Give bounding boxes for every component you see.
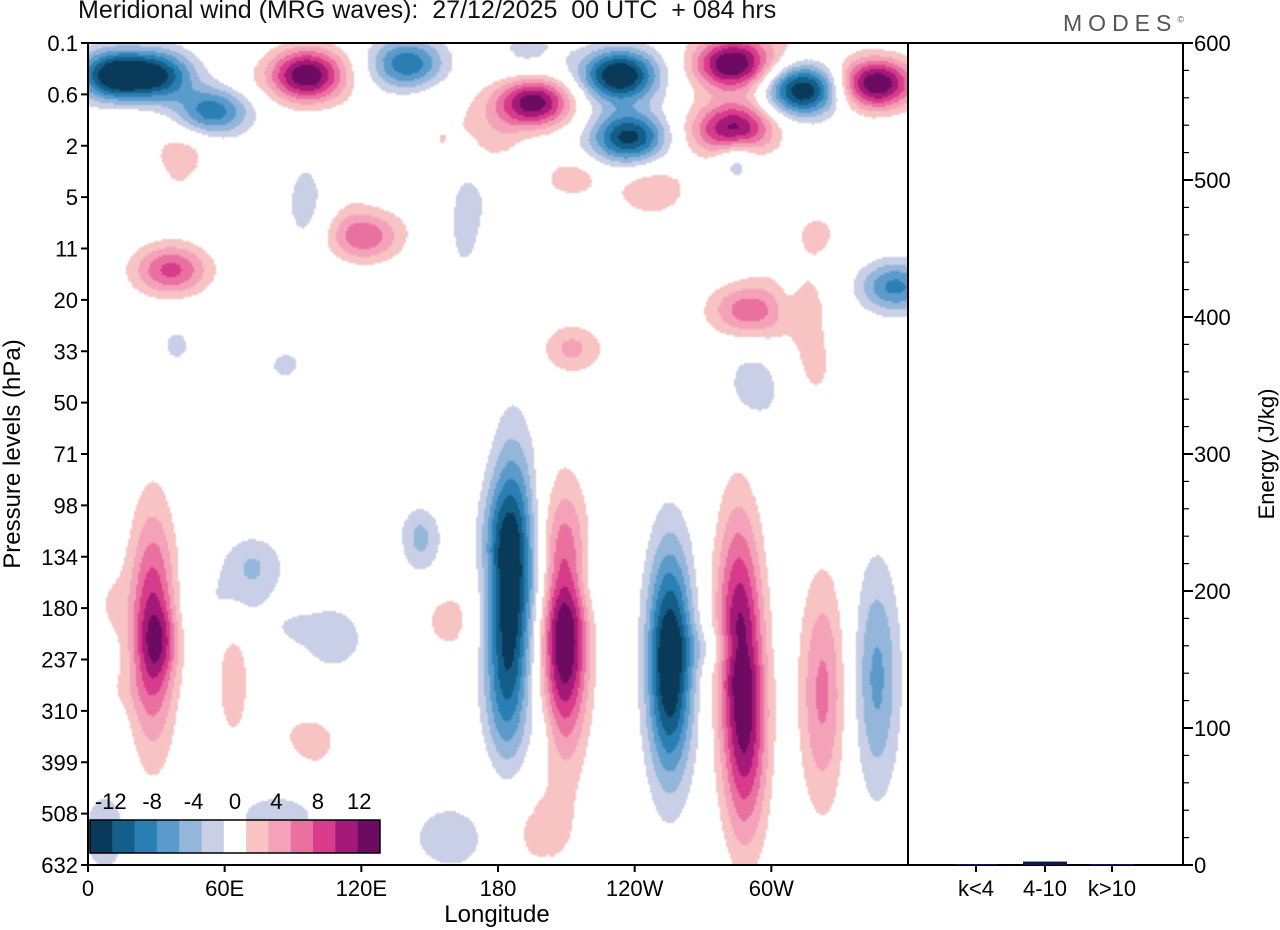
y-tick-label: 50 <box>54 391 78 416</box>
energy-category-label: k>10 <box>1088 876 1136 901</box>
colorbar-swatch <box>90 820 113 853</box>
y-tick-label: 2 <box>66 134 78 159</box>
colorbar-swatch <box>335 820 359 853</box>
y-tick-label: 632 <box>41 853 78 878</box>
x-tick-label: 180 <box>480 876 517 901</box>
colorbar-swatch <box>179 820 202 853</box>
colorbar-frame <box>89 819 381 854</box>
colorbar-swatch <box>268 820 292 853</box>
y-tick-label: 33 <box>54 339 78 364</box>
y-axis-title: Pressure levels (hPa) <box>0 339 26 568</box>
colorbar-swatch <box>246 820 269 853</box>
brand-text: MODES <box>1063 10 1178 36</box>
y-tick-label: 71 <box>54 442 78 467</box>
colorbar-swatch <box>201 820 225 853</box>
energy-category-label: 4-10 <box>1023 876 1067 901</box>
colorbar-label: 0 <box>229 789 241 814</box>
energy-tick-label: 100 <box>1194 716 1231 741</box>
y-tick-label: 20 <box>54 288 78 313</box>
energy-tick-label: 600 <box>1194 31 1231 56</box>
y-tick-label: 134 <box>41 545 78 570</box>
energy-bar <box>954 864 998 865</box>
colorbar-swatch <box>134 820 158 853</box>
energy-tick-label: 200 <box>1194 579 1231 604</box>
energy-tick-label: 0 <box>1194 853 1206 878</box>
y-tick-label: 11 <box>55 237 78 262</box>
colorbar-label: -8 <box>142 789 162 814</box>
y-tick-label: 399 <box>41 750 78 775</box>
colorbar-swatch <box>290 820 314 853</box>
colorbar-label: 8 <box>312 789 324 814</box>
x-axis-title: Longitude <box>444 901 549 928</box>
x-tick-label: 120W <box>606 876 664 901</box>
y-tick-label: 180 <box>41 596 78 621</box>
colorbar-label: -4 <box>184 789 204 814</box>
chart-title: Meridional wind (MRG waves): 27/12/2025 … <box>78 0 777 24</box>
y-tick-label: 237 <box>41 648 78 673</box>
colorbar-label: -12 <box>95 789 127 814</box>
brand-mark: © <box>1177 14 1184 25</box>
x-tick-label: 120E <box>336 876 387 901</box>
energy-axis-title: Energy (J/kg) <box>1254 389 1279 520</box>
y-tick-label: 310 <box>41 699 78 724</box>
colorbar-swatch <box>313 820 336 853</box>
colorbar-label: 4 <box>270 789 282 814</box>
colorbar-swatch <box>223 820 247 853</box>
contour-field <box>88 43 908 865</box>
energy-tick-label: 400 <box>1194 305 1231 330</box>
energy-category-label: k<4 <box>958 876 994 901</box>
modes-logo: MODES© <box>1063 10 1184 37</box>
y-tick-label: 5 <box>66 185 78 210</box>
energy-bar <box>1090 864 1134 865</box>
y-tick-label: 508 <box>41 802 78 827</box>
colorbar-swatch <box>156 820 180 853</box>
energy-tick-label: 300 <box>1194 442 1231 467</box>
x-tick-label: 0 <box>82 876 94 901</box>
colorbar-swatch <box>357 820 381 853</box>
y-tick-label: 0.6 <box>47 82 78 107</box>
energy-bar <box>1023 861 1067 865</box>
y-tick-label: 0.1 <box>47 31 78 56</box>
y-tick-label: 98 <box>54 493 78 518</box>
x-tick-label: 60E <box>205 876 244 901</box>
colorbar-swatch <box>112 820 136 853</box>
energy-tick-label: 500 <box>1194 168 1231 193</box>
colorbar-label: 12 <box>347 789 371 814</box>
x-tick-label: 60W <box>749 876 794 901</box>
